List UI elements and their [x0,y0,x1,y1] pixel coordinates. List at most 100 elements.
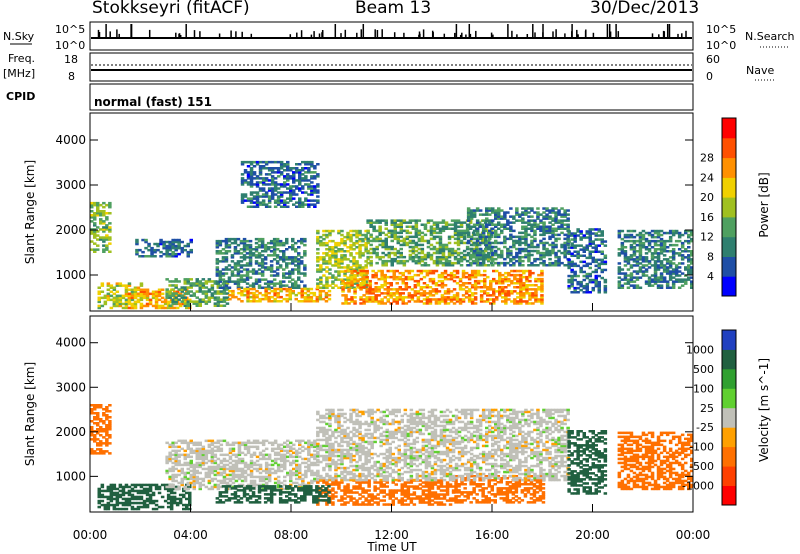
range-time-cell [148,487,153,491]
range-time-cell [321,289,326,293]
range-time-cell [447,223,452,226]
range-time-cell [591,240,595,243]
range-time-cell [478,235,483,239]
range-time-cell [133,296,138,300]
range-time-cell [340,254,344,257]
range-time-cell [252,445,257,449]
range-time-cell [269,274,274,277]
range-time-cell [364,235,368,239]
range-time-cell [266,246,271,249]
range-time-cell [687,241,691,245]
range-time-cell [426,255,431,259]
range-time-cell [542,253,546,257]
range-time-cell [585,232,589,235]
range-time-cell [644,258,649,261]
range-time-cell [519,298,523,301]
range-time-cell [174,487,178,491]
range-time-cell [207,475,212,479]
range-time-cell [222,471,227,475]
range-time-cell [233,241,238,245]
range-time-cell [462,249,467,253]
range-time-cell [399,235,403,239]
range-time-cell [198,290,202,293]
range-time-cell [237,451,242,455]
range-time-cell [384,239,388,243]
range-time-cell [257,243,262,247]
range-time-cell [261,189,266,192]
range-time-cell [392,277,396,281]
range-time-cell [579,280,583,284]
range-time-cell [242,274,247,277]
range-time-cell [432,235,437,239]
range-time-cell [374,300,378,303]
range-time-cell [183,248,187,252]
range-time-cell [186,282,190,285]
range-time-cell [319,280,323,283]
range-time-cell [301,160,305,164]
range-time-cell [177,461,181,465]
range-time-cell [416,290,421,293]
range-time-cell [264,289,268,293]
range-time-cell [171,294,175,297]
range-time-cell [289,193,293,196]
range-time-cell [207,459,212,463]
range-time-cell [210,465,215,469]
range-time-cell [264,191,269,194]
range-time-cell [243,475,248,479]
range-time-cell [303,295,308,299]
range-time-cell [617,284,622,287]
range-time-cell [97,493,101,497]
range-time-cell [210,461,215,465]
range-time-cell [174,453,178,457]
range-time-cell [420,247,425,251]
range-time-cell [180,463,184,467]
range-time-cell [437,273,442,277]
range-time-cell [289,169,293,172]
range-time-cell [594,232,598,235]
range-time-cell [282,258,286,261]
range-time-cell [298,175,302,178]
range-time-cell [297,276,301,279]
range-time-cell [659,250,664,253]
range-time-cell [180,441,184,445]
range-time-cell [570,262,574,266]
range-time-cell [174,459,178,463]
range-time-cell [270,189,275,192]
range-time-cell [282,250,286,253]
range-time-cell [438,243,443,247]
range-time-cell [349,233,353,237]
range-time-cell [249,193,254,196]
range-time-cell [255,191,260,194]
range-time-cell [554,264,558,267]
range-time-cell [500,225,504,228]
range-time-cell [279,173,284,176]
range-time-cell [358,248,362,251]
range-time-cell [512,217,516,220]
range-time-cell [252,160,257,164]
range-time-cell [566,241,570,245]
range-time-cell [474,237,479,241]
range-time-cell [258,300,262,303]
range-time-cell [231,473,236,477]
range-time-cell [97,489,101,493]
range-time-cell [653,280,658,283]
range-time-cell [269,264,274,267]
range-time-cell [680,233,685,237]
range-time-cell [408,231,413,235]
range-time-cell [380,302,384,305]
range-time-cell [243,293,247,297]
range-time-cell [154,487,159,491]
range-time-cell [139,304,144,308]
range-time-cell [474,255,479,259]
range-time-cell [361,233,365,237]
range-time-cell [186,453,190,457]
range-time-cell [171,475,175,479]
range-time-cell [246,293,250,297]
range-time-cell [168,477,172,481]
range-time-cell [665,282,670,285]
range-time-cell [509,227,513,230]
range-time-cell [434,290,439,293]
range-time-cell [497,264,501,267]
range-time-cell [656,243,661,247]
range-time-cell [501,282,505,285]
